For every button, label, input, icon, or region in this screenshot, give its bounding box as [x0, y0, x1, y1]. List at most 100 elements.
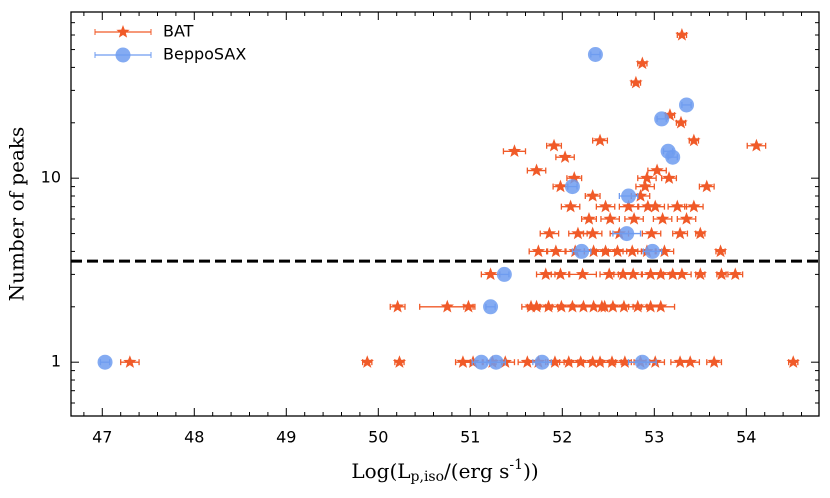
- data-point: [654, 267, 668, 281]
- data-point: [635, 56, 650, 70]
- x-tick-label: 54: [736, 428, 756, 447]
- data-point: [643, 267, 658, 281]
- data-point: [541, 299, 556, 313]
- data-point: [673, 226, 687, 240]
- x-label-part: )): [523, 459, 539, 483]
- data-point: [674, 115, 688, 129]
- data-point: [713, 244, 728, 258]
- legend-marker: [115, 47, 131, 63]
- data-point: [483, 267, 498, 281]
- x-axis-label: Log(Lp,iso/(erg s-1)): [351, 457, 538, 485]
- data-point: [534, 354, 550, 370]
- data-point: [586, 244, 601, 258]
- data-point: [542, 226, 557, 240]
- y-tick-label: 1: [51, 352, 61, 371]
- data-point: [558, 150, 572, 163]
- legend-label: BeppoSAX: [163, 45, 246, 64]
- data-point: [586, 299, 601, 313]
- data-point: [610, 244, 625, 258]
- data-point: [633, 189, 648, 202]
- data-point: [616, 267, 630, 281]
- data-point: [593, 355, 607, 368]
- data-point: [562, 355, 576, 368]
- x-tick-label: 52: [552, 428, 572, 447]
- x-tick-label: 51: [460, 428, 480, 447]
- legend-marker: [116, 25, 130, 38]
- data-point: [625, 244, 639, 258]
- data-point: [531, 244, 546, 258]
- data-point: [634, 354, 650, 370]
- data-point: [360, 355, 374, 368]
- data-point: [670, 199, 684, 213]
- data-point: [593, 133, 607, 147]
- data-point: [648, 355, 662, 368]
- data-point: [597, 299, 612, 313]
- data-point: [390, 299, 405, 313]
- data-point: [655, 212, 670, 225]
- data-point: [565, 299, 580, 313]
- data-point: [483, 299, 499, 315]
- data-point: [524, 299, 538, 313]
- data-point: [638, 179, 652, 193]
- data-point: [640, 171, 654, 184]
- data-point: [586, 189, 600, 202]
- data-point: [553, 179, 568, 193]
- data-point: [641, 199, 655, 213]
- data-point: [693, 226, 707, 240]
- data-point: [563, 199, 578, 213]
- x-tick-label: 53: [644, 428, 664, 447]
- data-point: [97, 354, 113, 370]
- data-point: [553, 267, 568, 281]
- data-point: [617, 299, 631, 313]
- data-point: [654, 299, 668, 313]
- data-point: [675, 267, 689, 281]
- data-point: [714, 267, 729, 281]
- x-label-sup: -1: [509, 457, 523, 473]
- data-point: [648, 199, 662, 213]
- data-point: [574, 355, 588, 368]
- data-point: [548, 355, 562, 368]
- data-point: [650, 163, 664, 177]
- data-point: [621, 199, 636, 213]
- data-point: [687, 199, 701, 213]
- data-point: [605, 355, 619, 368]
- data-point: [679, 212, 694, 225]
- data-point: [675, 27, 689, 41]
- data-point: [539, 267, 553, 281]
- x-tick-label: 48: [184, 428, 204, 447]
- data-point: [627, 212, 641, 225]
- data-point: [575, 267, 590, 281]
- x-label-sub: p,iso: [411, 469, 445, 485]
- data-point: [587, 47, 603, 63]
- data-point: [644, 226, 659, 240]
- data-point: [529, 299, 544, 313]
- data-point: [618, 355, 632, 368]
- data-point: [707, 355, 721, 368]
- data-point: [456, 355, 470, 368]
- data-point: [582, 212, 596, 225]
- data-point: [586, 355, 600, 368]
- data-point: [392, 355, 407, 368]
- x-label-part: Log(L: [351, 459, 410, 483]
- data-point: [554, 299, 569, 313]
- data-point: [473, 354, 489, 370]
- data-point: [574, 243, 590, 259]
- data-point: [693, 267, 707, 281]
- data-point: [603, 212, 617, 225]
- data-point: [466, 355, 480, 368]
- x-tick-label: 50: [368, 428, 388, 447]
- data-point: [507, 144, 522, 157]
- data-point: [619, 226, 635, 242]
- data-point: [673, 355, 687, 368]
- data-point: [663, 108, 677, 121]
- data-point: [488, 354, 504, 370]
- data-point: [564, 179, 580, 195]
- data-point: [567, 171, 581, 184]
- data-point: [700, 179, 714, 193]
- data-point: [631, 299, 645, 313]
- data-point: [679, 97, 695, 113]
- data-point: [749, 138, 764, 152]
- data-point: [644, 243, 660, 259]
